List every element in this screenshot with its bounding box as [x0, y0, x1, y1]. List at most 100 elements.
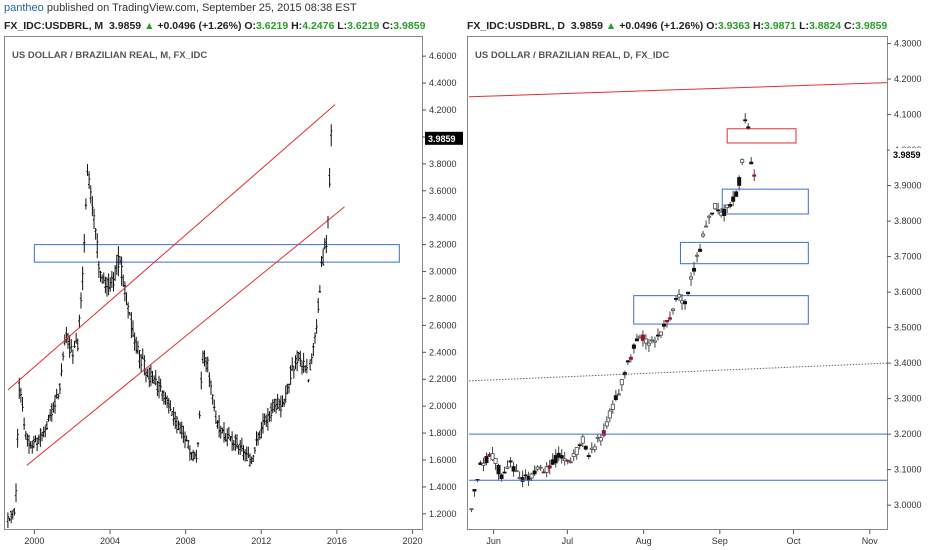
candle-body: [658, 331, 663, 336]
y-tick-label: 2.8000: [429, 293, 457, 303]
low-value: 3.6219: [347, 20, 380, 32]
price-value: 3.9859: [109, 20, 142, 32]
candle-body: [734, 191, 739, 197]
y-tick-label: 3.5000: [894, 323, 922, 333]
y-tick-label: 4.4000: [429, 78, 457, 88]
y-tick-label: 1.6000: [429, 455, 457, 465]
candle-body: [472, 489, 477, 492]
y-tick-label: 2.4000: [429, 347, 457, 357]
daily-chart[interactable]: US DOLLAR / BRAZILIAN REAL, D, FX_IDC 4.…: [467, 36, 929, 548]
candle-body: [740, 159, 745, 163]
candle-body: [598, 437, 603, 442]
candle-body: [523, 474, 528, 477]
y-tick-label: 2.6000: [429, 320, 457, 330]
open-value: 3.9363: [717, 20, 751, 32]
zone-box[interactable]: [721, 188, 809, 215]
y-tick-label: 3.8000: [894, 216, 922, 226]
trend-line[interactable]: [468, 362, 888, 382]
candle-body: [562, 458, 567, 462]
candle-body: [520, 477, 525, 482]
y-tick-label: 2.0000: [429, 401, 457, 411]
candle-body: [677, 294, 682, 298]
candle-body: [689, 276, 694, 280]
candle-body: [695, 254, 700, 257]
trend-line[interactable]: [468, 82, 888, 98]
y-tick-label: 3.2000: [429, 240, 457, 250]
plot-frame: [467, 36, 888, 530]
candle-body: [667, 317, 672, 320]
x-tick-label: 2016: [327, 536, 347, 546]
y-tick-label: 1.4000: [429, 482, 457, 492]
candle-body: [493, 458, 498, 464]
symbol-label[interactable]: FX_IDC:USDBRL, M: [4, 20, 104, 32]
symbol-label[interactable]: FX_IDC:USDBRL, D: [467, 20, 566, 32]
x-tick-label: Aug: [636, 536, 652, 546]
x-tick-label: 2008: [176, 536, 196, 546]
candle-body: [701, 233, 706, 237]
change-value: +0.0496 (+1.26%): [619, 20, 704, 32]
y-tick-label: 4.1000: [894, 110, 922, 120]
candle-body: [704, 225, 709, 228]
last-price-badge: [890, 148, 928, 162]
candle-body: [631, 344, 636, 349]
last-price-label: 3.9859: [428, 134, 456, 144]
candle-body: [574, 447, 579, 456]
candle-body: [652, 340, 657, 343]
publish-header: pantheo published on TradingView.com, Se…: [4, 2, 357, 14]
x-tick-label: 2020: [403, 536, 423, 546]
candle-body: [619, 379, 624, 386]
trend-line[interactable]: [26, 206, 345, 466]
x-tick-label: 2000: [24, 536, 44, 546]
candle-body: [538, 466, 543, 469]
zone-box[interactable]: [33, 244, 400, 263]
y-tick-label: 3.4000: [894, 358, 922, 368]
candle-body: [484, 456, 489, 464]
zone-box[interactable]: [679, 241, 809, 265]
candle-body: [634, 338, 639, 342]
last-price-label: 3.9859: [893, 150, 921, 160]
quote-line-daily: FX_IDC:USDBRL, D 3.9859 ▲ +0.0496 (+1.26…: [467, 20, 888, 32]
candle-body: [532, 470, 537, 475]
zone-box[interactable]: [633, 295, 809, 325]
candle-body: [716, 209, 721, 212]
y-tick-label: 3.0000: [429, 267, 457, 277]
publish-info: published on TradingView.com, September …: [46, 2, 357, 14]
up-arrow-icon: ▲: [144, 20, 155, 32]
x-tick-label: Jun: [486, 536, 501, 546]
candle-body: [661, 323, 666, 327]
x-tick-label: Jul: [562, 536, 574, 546]
author-link[interactable]: pantheo: [4, 2, 44, 14]
y-tick-label: 4.2000: [894, 74, 922, 84]
candle-body: [674, 298, 679, 300]
y-tick-label: 4.3000: [894, 39, 922, 49]
zone-box[interactable]: [726, 128, 797, 144]
candle-body: [505, 466, 510, 469]
monthly-chart[interactable]: US DOLLAR / BRAZILIAN REAL, M, FX_IDC 4.…: [4, 36, 464, 548]
chart-title: US DOLLAR / BRAZILIAN REAL, M, FX_IDC: [12, 50, 207, 61]
candle-body: [722, 208, 727, 216]
candle-body: [604, 421, 609, 427]
candle-body: [692, 267, 697, 272]
candle-body: [737, 177, 742, 186]
y-tick-label: 2.2000: [429, 374, 457, 384]
y-tick-label: 3.6000: [894, 287, 922, 297]
y-tick-label: 3.2000: [894, 429, 922, 439]
candle-body: [728, 204, 733, 207]
candle-body: [746, 126, 751, 129]
candle-body: [643, 338, 648, 344]
candle-body: [749, 161, 754, 165]
candle-body: [713, 203, 718, 210]
candle-body: [586, 455, 591, 458]
close-value: 3.9859: [393, 20, 426, 32]
y-tick-label: 3.7000: [894, 252, 922, 262]
candle-body: [731, 196, 736, 202]
x-tick-label: Nov: [862, 536, 879, 546]
trend-line[interactable]: [7, 104, 336, 391]
candle-body: [571, 453, 576, 457]
chart-title: US DOLLAR / BRAZILIAN REAL, D, FX_IDC: [475, 50, 669, 61]
low-value: 3.8824: [809, 20, 842, 32]
y-tick-label: 3.9000: [894, 181, 922, 191]
candle-body: [710, 212, 715, 215]
plot-frame: [4, 36, 423, 530]
y-tick-label: 4.2000: [429, 105, 457, 115]
